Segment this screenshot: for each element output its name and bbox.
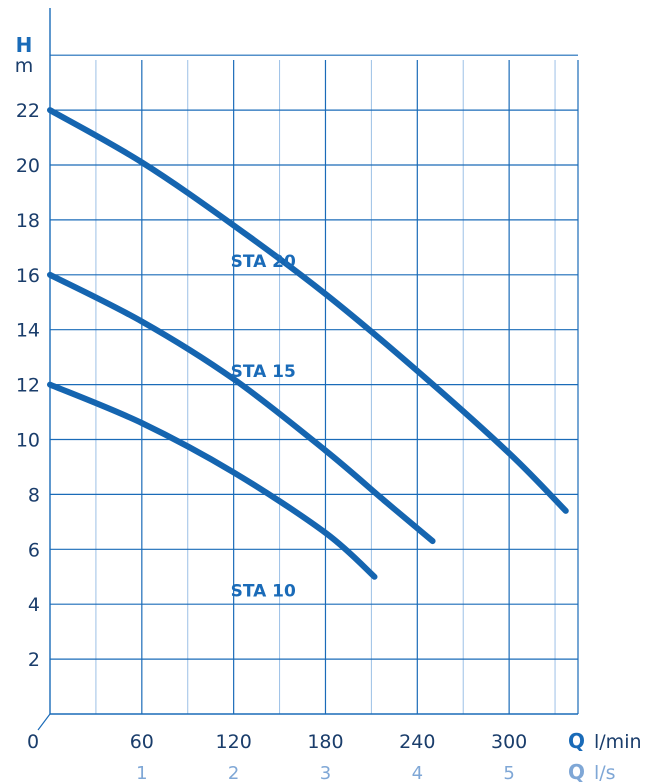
- x-secondary-tick-label: 5: [503, 763, 514, 783]
- x-secondary-axis-symbol: Q: [568, 760, 585, 783]
- x-secondary-tick-label: 3: [320, 763, 331, 783]
- origin-tick: [37, 713, 51, 731]
- y-tick-label: 6: [28, 539, 40, 561]
- x-tick-label: 60: [130, 731, 154, 753]
- x-tick-label: 0: [27, 731, 39, 753]
- x-axis-unit: l/min: [594, 731, 642, 753]
- y-tick-label: 16: [16, 265, 40, 287]
- curve-label-sta-10: STA 10: [231, 581, 296, 601]
- y-tick-label: 18: [16, 210, 40, 232]
- curve-sta-20: [47, 107, 569, 514]
- y-tick-label: 20: [16, 155, 40, 177]
- y-axis-unit: m: [15, 55, 34, 77]
- curve-sta-15: [47, 271, 436, 545]
- y-tick-label: 2: [28, 649, 40, 671]
- y-tick-label: 4: [28, 594, 40, 616]
- grid: [37, 8, 579, 731]
- x-tick-label: 300: [491, 731, 527, 753]
- y-tick-label: 12: [16, 375, 40, 397]
- y-tick-label: 22: [16, 100, 40, 122]
- x-tick-label: 120: [216, 731, 252, 753]
- curve-label-sta-15: STA 15: [231, 362, 296, 382]
- curve-label-sta-20: STA 20: [231, 252, 296, 272]
- x-axis-symbol: Q: [568, 729, 585, 753]
- y-axis-symbol: H: [16, 33, 33, 57]
- x-tick-label: 180: [307, 731, 343, 753]
- y-tick-label: 14: [16, 320, 40, 342]
- x-tick-label: 240: [399, 731, 435, 753]
- y-tick-label: 10: [16, 430, 40, 452]
- x-secondary-tick-label: 1: [136, 763, 147, 783]
- curve-sta-10: [47, 381, 378, 580]
- x-secondary-axis-unit: l/s: [594, 762, 616, 783]
- x-secondary-tick-label: 2: [228, 763, 239, 783]
- x-secondary-tick-label: 4: [412, 763, 423, 783]
- curves: [47, 107, 569, 580]
- y-tick-label: 8: [28, 484, 40, 506]
